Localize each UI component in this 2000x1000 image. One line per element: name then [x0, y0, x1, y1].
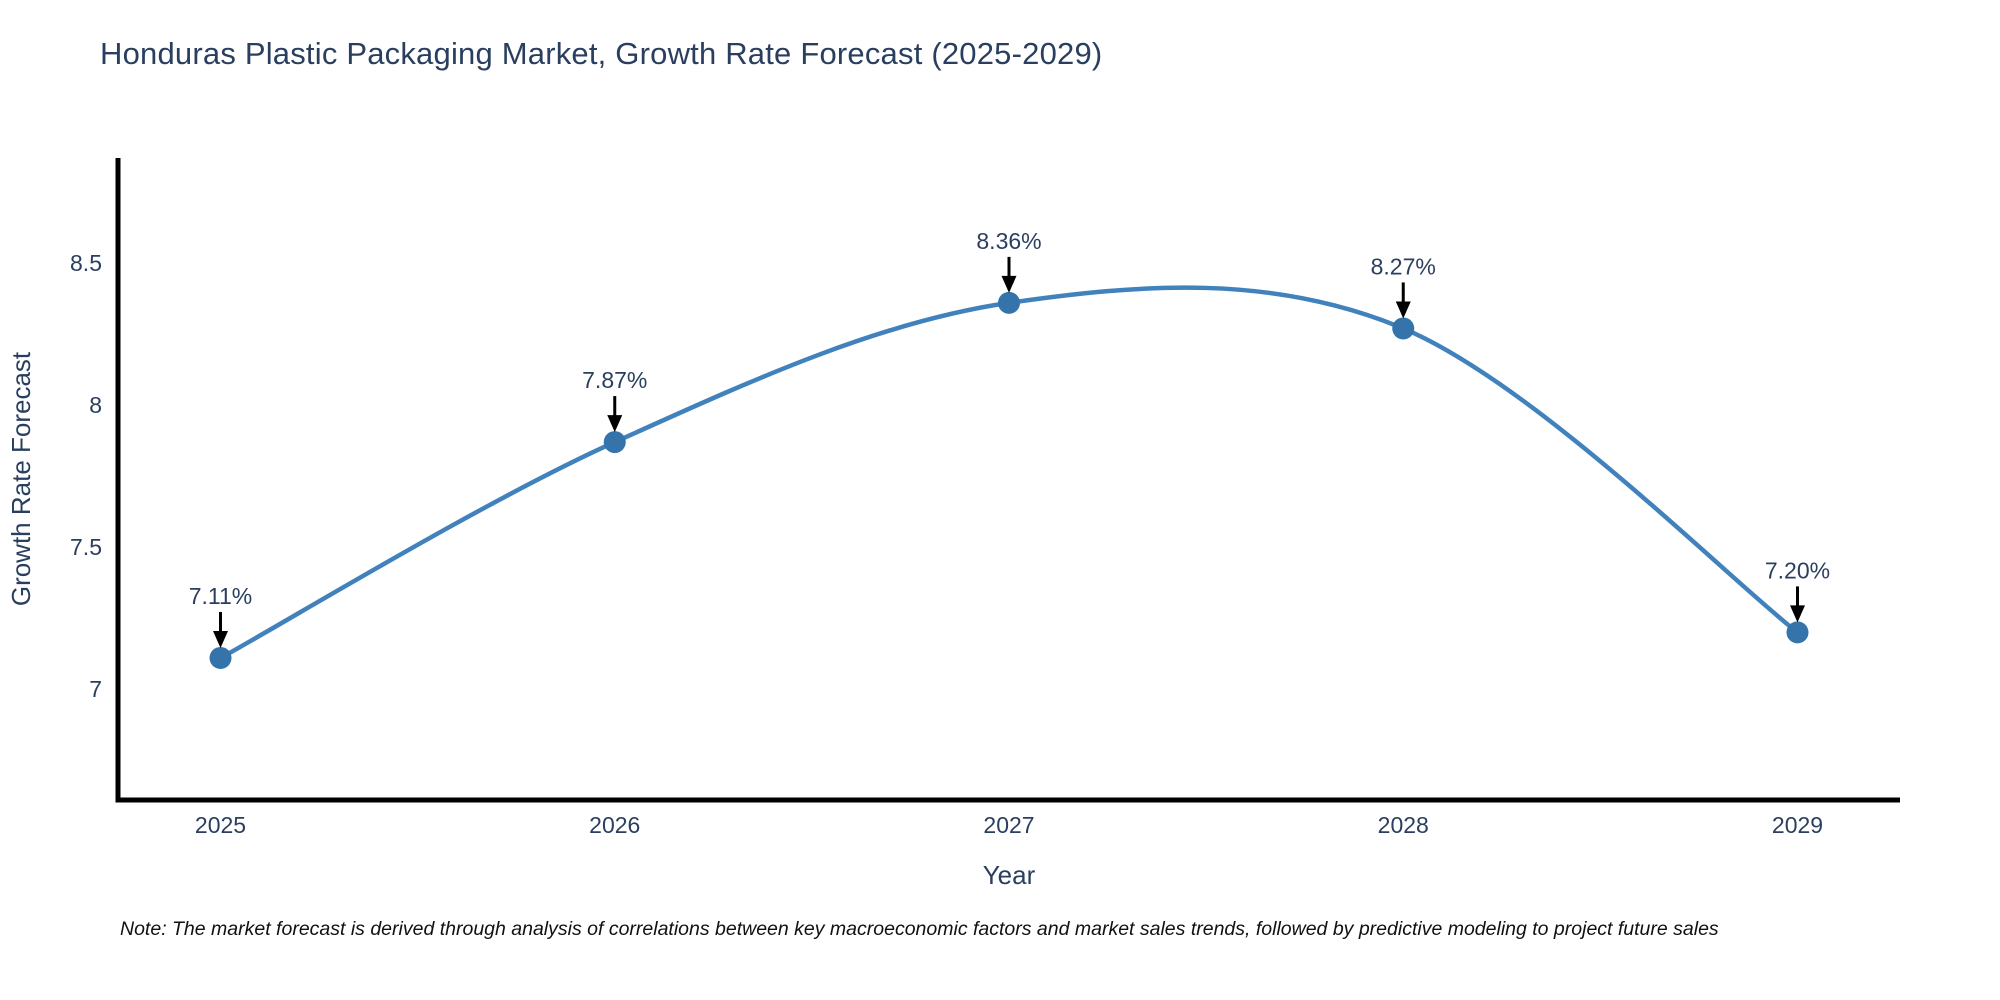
y-tick-label: 8.5: [70, 250, 102, 276]
x-tick-label: 2027: [983, 812, 1034, 838]
chart-title: Honduras Plastic Packaging Market, Growt…: [100, 36, 1103, 71]
footnote: Note: The market forecast is derived thr…: [120, 918, 1719, 940]
x-tick-label: 2029: [1772, 812, 1823, 838]
data-point-2029[interactable]: [1786, 621, 1809, 644]
point-value-label: 7.11%: [189, 583, 253, 609]
annotation-arrowhead: [1395, 301, 1411, 319]
x-tick-label: 2025: [195, 812, 246, 838]
y-axis-title: Growth Rate Forecast: [6, 351, 36, 606]
x-tick-label: 2028: [1378, 812, 1429, 838]
x-tick-label: 2026: [589, 812, 640, 838]
annotation-arrowhead: [607, 415, 623, 433]
annotation-arrowhead: [213, 630, 229, 648]
data-point-2026[interactable]: [603, 431, 626, 454]
y-tick-label: 7.5: [70, 534, 102, 560]
point-value-label: 7.87%: [582, 367, 647, 393]
y-tick-label: 7: [89, 676, 102, 702]
y-tick-label: 8: [89, 392, 102, 418]
annotation-arrowhead: [1789, 605, 1805, 623]
data-point-2028[interactable]: [1392, 317, 1415, 340]
point-value-label: 7.20%: [1765, 557, 1830, 583]
point-value-label: 8.27%: [1371, 253, 1436, 279]
annotation-arrowhead: [1001, 275, 1017, 293]
data-point-2027[interactable]: [998, 291, 1020, 314]
forecast-line: [218, 285, 1800, 661]
data-point-2025[interactable]: [209, 646, 232, 669]
x-axis-title: Year: [983, 860, 1036, 890]
point-value-label: 8.36%: [976, 228, 1041, 254]
